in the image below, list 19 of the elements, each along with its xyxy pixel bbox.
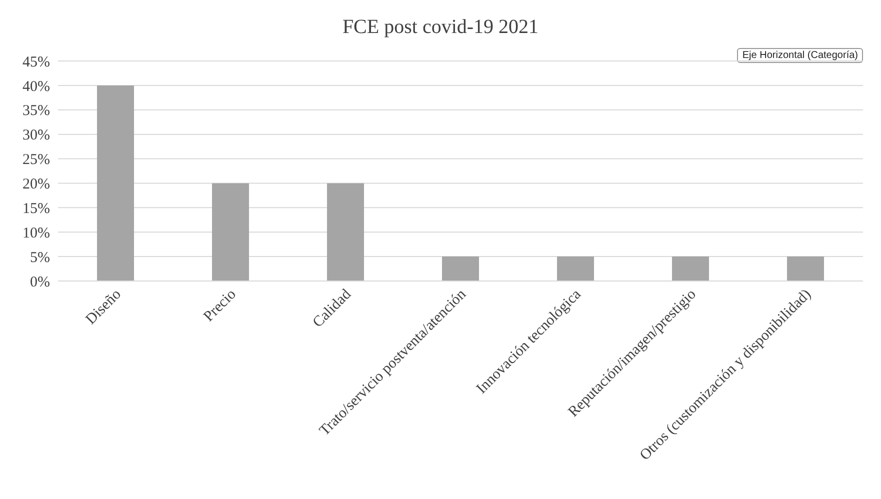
- y-tick-label: 10%: [22, 225, 50, 242]
- y-tick-label: 25%: [22, 152, 50, 168]
- bar: [97, 85, 134, 281]
- bar: [787, 256, 824, 281]
- chart-title: FCE post covid-19 2021: [341, 16, 540, 39]
- y-tick-label: 20%: [22, 176, 50, 193]
- y-tick-label: 45%: [22, 54, 50, 70]
- y-tick-label: 40%: [22, 78, 50, 95]
- y-tick-label: 30%: [22, 128, 50, 144]
- y-tick-label: 35%: [22, 103, 50, 120]
- y-tick-label: 0%: [30, 274, 50, 290]
- text: Eje Horizontal (Categoría): [737, 48, 863, 63]
- y-tick-label: 15%: [22, 200, 50, 217]
- bar: [672, 256, 709, 281]
- bar: [327, 183, 364, 281]
- bar: [557, 256, 594, 281]
- bar: [442, 256, 479, 281]
- bar: [212, 183, 249, 281]
- y-tick-label: 5%: [30, 250, 50, 266]
